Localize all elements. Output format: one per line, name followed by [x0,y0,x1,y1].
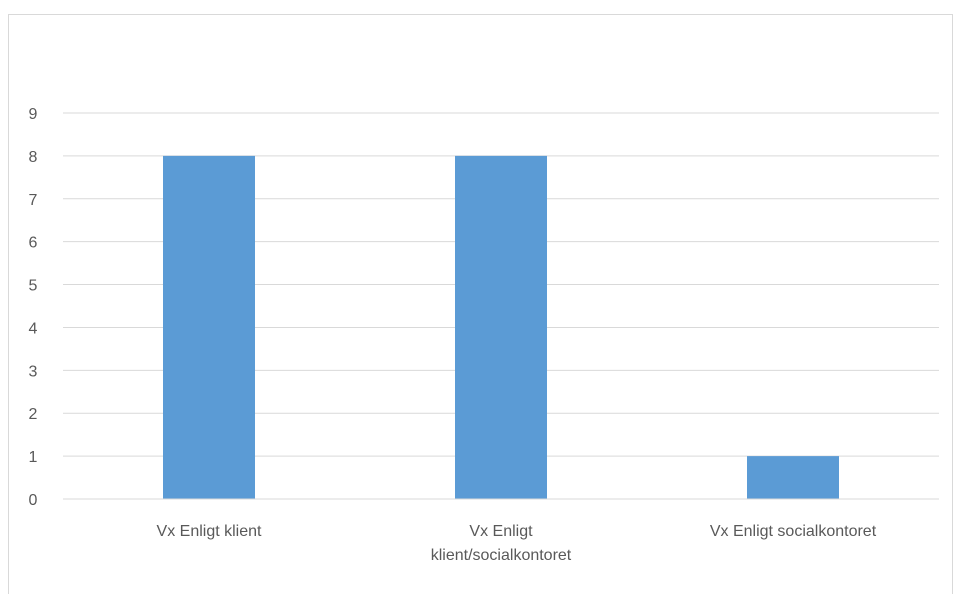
y-tick-label: 4 [29,320,38,337]
bars [163,155,839,499]
x-category-label: Vx Enligt klient/socialkontoret [431,523,572,564]
x-category-label: Vx Enligt socialkontoret [710,523,877,540]
y-axis-ticks: 0 1 2 3 4 5 6 7 8 9 [29,106,38,509]
bar-1 [163,155,255,499]
bar-chart: 0 1 2 3 4 5 6 7 8 9 Vx Enligt klient Vx Enligt klie… [29,106,939,564]
y-tick-label: 8 [29,149,38,166]
bar-2 [455,155,547,499]
y-tick-label: 2 [29,406,38,423]
chart-frame [8,14,953,594]
x-axis-labels: Vx Enligt klient Vx Enligt klient/socialko… [157,523,877,564]
x-category-label: Vx Enligt klient [157,523,262,540]
y-tick-label: 5 [29,278,38,295]
y-tick-label: 0 [29,492,38,509]
y-tick-label: 1 [29,449,38,466]
y-tick-label: 7 [29,192,38,209]
y-tick-label: 3 [29,363,38,380]
y-tick-label: 9 [29,106,38,123]
y-tick-label: 6 [29,235,38,252]
bar-3 [747,456,839,499]
